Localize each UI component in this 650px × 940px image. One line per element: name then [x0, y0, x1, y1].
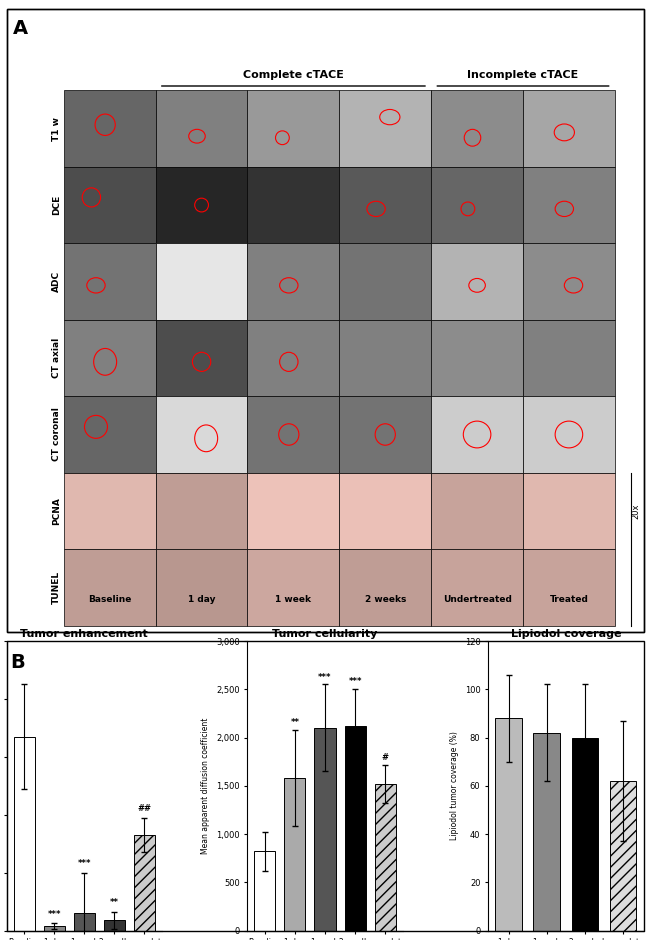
- Bar: [64, 90, 155, 166]
- Bar: [339, 549, 431, 626]
- Bar: [339, 90, 431, 166]
- Text: CT coronal: CT coronal: [51, 408, 60, 462]
- Text: **: **: [110, 899, 119, 907]
- Text: 2 weeks: 2 weeks: [365, 595, 406, 603]
- Text: T1 w: T1 w: [51, 117, 60, 141]
- Text: ##: ##: [137, 805, 151, 813]
- Bar: [248, 90, 339, 166]
- Bar: [523, 397, 615, 473]
- Bar: [64, 166, 155, 243]
- Y-axis label: Mean apparent diffusion coefficient: Mean apparent diffusion coefficient: [202, 717, 211, 854]
- Bar: [155, 90, 248, 166]
- Bar: [64, 397, 155, 473]
- Bar: [431, 320, 523, 397]
- Text: ADC: ADC: [51, 271, 60, 292]
- Bar: [64, 243, 155, 320]
- Text: CT axial: CT axial: [51, 337, 60, 378]
- Bar: [523, 166, 615, 243]
- Title: Tumor cellularity: Tumor cellularity: [272, 629, 378, 639]
- Bar: [104, 920, 125, 931]
- Text: Baseline: Baseline: [88, 595, 131, 603]
- Bar: [248, 243, 339, 320]
- Text: 1 day: 1 day: [188, 595, 215, 603]
- Bar: [155, 166, 248, 243]
- Bar: [571, 738, 598, 931]
- Bar: [248, 166, 339, 243]
- Text: ***: ***: [348, 678, 362, 686]
- Bar: [431, 243, 523, 320]
- Bar: [14, 737, 34, 931]
- Text: A: A: [13, 19, 28, 38]
- Text: 1 week: 1 week: [276, 595, 311, 603]
- Bar: [339, 320, 431, 397]
- Bar: [523, 473, 615, 549]
- Bar: [339, 473, 431, 549]
- Bar: [64, 473, 155, 549]
- Bar: [155, 320, 248, 397]
- Text: 20x: 20x: [631, 503, 640, 519]
- Bar: [431, 473, 523, 549]
- Bar: [610, 781, 636, 931]
- Bar: [339, 166, 431, 243]
- Bar: [534, 733, 560, 931]
- Bar: [64, 320, 155, 397]
- Text: DCE: DCE: [51, 195, 60, 215]
- Bar: [254, 852, 276, 931]
- Title: Lipiodol coverage: Lipiodol coverage: [510, 629, 621, 639]
- Bar: [248, 397, 339, 473]
- Bar: [73, 914, 95, 931]
- Text: B: B: [10, 653, 25, 672]
- Bar: [339, 243, 431, 320]
- Bar: [134, 835, 155, 931]
- Bar: [64, 549, 155, 626]
- Text: TUNEL: TUNEL: [51, 571, 60, 604]
- Text: **: **: [291, 718, 300, 727]
- Bar: [155, 473, 248, 549]
- Text: Complete cTACE: Complete cTACE: [243, 70, 344, 80]
- Bar: [248, 549, 339, 626]
- Text: ***: ***: [47, 910, 61, 919]
- Title: Tumor enhancement: Tumor enhancement: [20, 629, 148, 639]
- Y-axis label: Lipiodol tumor coverage (%): Lipiodol tumor coverage (%): [450, 731, 459, 840]
- Text: ***: ***: [77, 859, 91, 869]
- Text: Incomplete cTACE: Incomplete cTACE: [467, 70, 578, 80]
- Bar: [523, 243, 615, 320]
- Bar: [523, 549, 615, 626]
- Bar: [495, 718, 522, 931]
- Bar: [155, 243, 248, 320]
- Bar: [339, 397, 431, 473]
- Bar: [44, 926, 64, 931]
- Bar: [155, 397, 248, 473]
- Text: ***: ***: [318, 673, 332, 682]
- Bar: [344, 726, 365, 931]
- Bar: [248, 320, 339, 397]
- Bar: [374, 784, 396, 931]
- Bar: [523, 90, 615, 166]
- Bar: [431, 549, 523, 626]
- Text: Undertreated: Undertreated: [443, 595, 512, 603]
- Bar: [315, 728, 335, 931]
- Bar: [431, 397, 523, 473]
- Bar: [431, 166, 523, 243]
- FancyBboxPatch shape: [6, 9, 644, 632]
- Bar: [431, 90, 523, 166]
- Bar: [248, 473, 339, 549]
- Bar: [155, 549, 248, 626]
- Bar: [523, 320, 615, 397]
- Text: PCNA: PCNA: [51, 497, 60, 525]
- Bar: [285, 778, 306, 931]
- Text: Treated: Treated: [549, 595, 588, 603]
- Text: #: #: [382, 753, 389, 761]
